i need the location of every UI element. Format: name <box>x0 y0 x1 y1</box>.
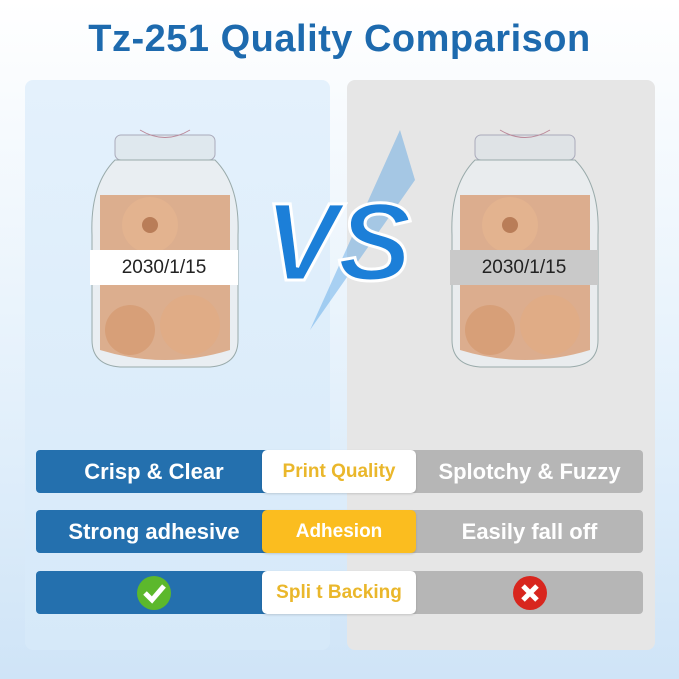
page-title: Tz-251 Quality Comparison <box>88 18 591 60</box>
criterion-label: Spli t Backing <box>262 571 416 614</box>
row-adhesion: Strong adhesive Adhesion Easily fall off <box>36 510 643 553</box>
criterion-label: Print Quality <box>262 450 416 493</box>
x-icon <box>512 575 547 610</box>
criterion-label: Adhesion <box>262 510 416 553</box>
tz251-value <box>36 571 272 614</box>
check-icon <box>137 575 171 610</box>
competitor-value: Splotchy & Fuzzy <box>406 450 643 493</box>
competitor-value: Easily fall off <box>406 510 643 553</box>
tz251-value: Crisp & Clear <box>36 450 272 493</box>
competitor-value <box>406 571 643 614</box>
row-print-quality: Crisp & Clear Print Quality Splotchy & F… <box>36 450 643 493</box>
tz251-value: Strong adhesive <box>36 510 272 553</box>
date-label-left: 2030/1/15 <box>90 250 238 285</box>
vs-text: VS <box>265 181 412 304</box>
vs-graphic: VS <box>263 130 415 330</box>
row-split-backing: Spli t Backing <box>36 571 643 614</box>
date-label-right: 2030/1/15 <box>450 250 598 285</box>
